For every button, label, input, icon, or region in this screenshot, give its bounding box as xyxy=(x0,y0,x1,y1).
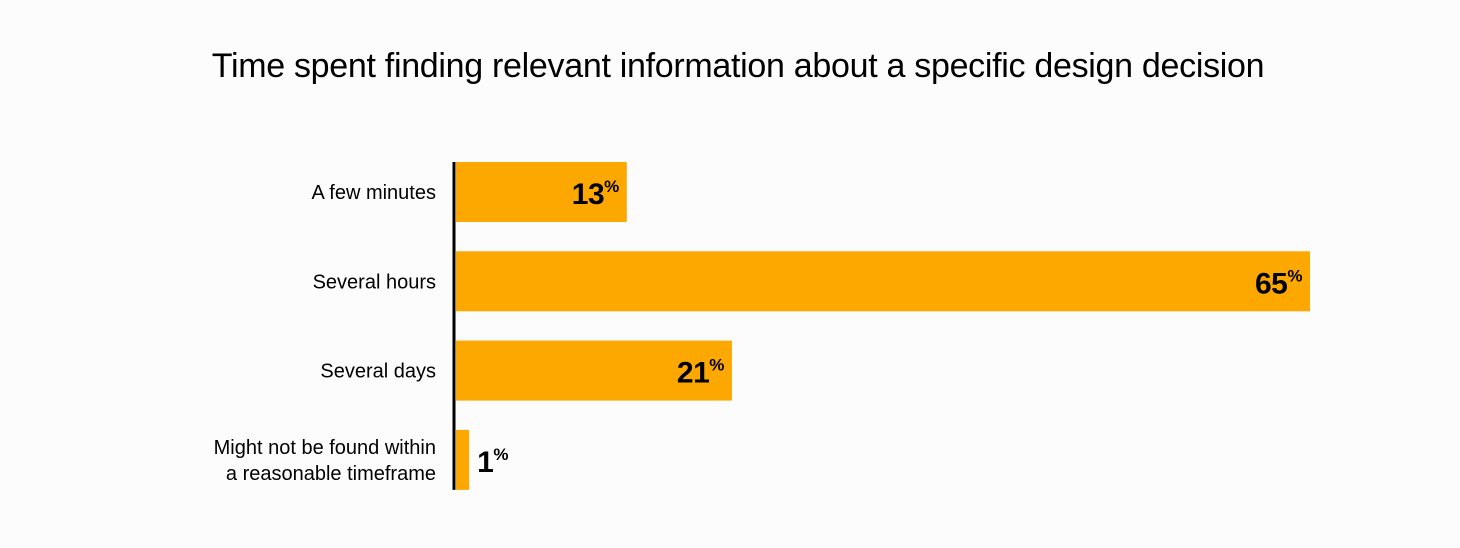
bar-2 xyxy=(456,251,1310,312)
bar-1 xyxy=(456,162,627,222)
chart-title: Time spent finding relevant information … xyxy=(211,47,1265,85)
category-label-4: Might not be found within a reasonable ti… xyxy=(214,437,436,485)
bar-4 xyxy=(456,429,470,490)
bar-3 xyxy=(456,340,732,401)
value-label-3: 21% xyxy=(677,356,724,390)
category-label-2: Several hours xyxy=(313,271,436,293)
value-label-1: 13% xyxy=(572,177,619,211)
category-label-1: A few minutes xyxy=(311,182,436,204)
value-label-2: 65% xyxy=(1255,266,1302,300)
value-label-4: 1% xyxy=(477,445,508,479)
category-label-3: Several days xyxy=(320,361,436,383)
